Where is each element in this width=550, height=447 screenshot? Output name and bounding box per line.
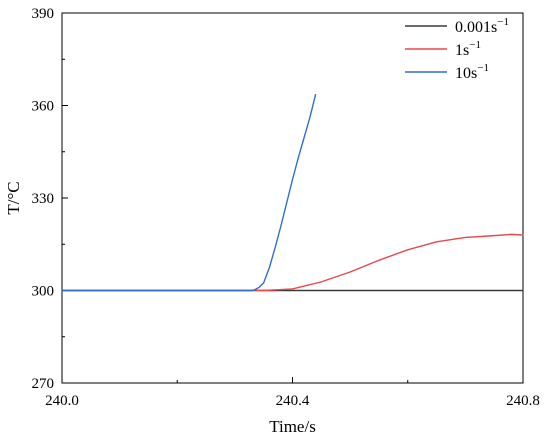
x-tick-label: 240.0 [45,393,79,409]
legend-label-base: 0.001s [455,19,497,36]
legend-label-exponent: −1 [497,16,509,28]
series-layer [61,94,524,292]
y-tick-label: 360 [32,99,55,115]
legend-label-exponent: −1 [477,62,489,74]
y-axis-title: T/°C [4,181,23,214]
axes: 240.0 240.4 240.8 270 300 330 360 390 [32,6,540,409]
series-line-1s [61,233,524,292]
x-tick-label: 240.8 [506,393,540,409]
legend-label: 10s−1 [455,62,489,82]
legend-label-base: 1s [455,42,469,59]
series-line-10s [61,94,317,292]
x-axis-title: Time/s [269,417,316,436]
y-tick-label: 330 [32,191,55,207]
plot-frame [61,12,524,384]
y-tick-label: 300 [32,284,55,300]
y-tick-label: 390 [32,6,55,22]
x-tick-label: 240.4 [276,393,310,409]
legend-label-exponent: −1 [469,39,481,51]
legend-label-base: 10s [455,65,477,82]
legend-label: 1s−1 [455,39,481,59]
legend-label: 0.001s−1 [455,16,509,36]
y-tick-label: 270 [32,376,55,392]
